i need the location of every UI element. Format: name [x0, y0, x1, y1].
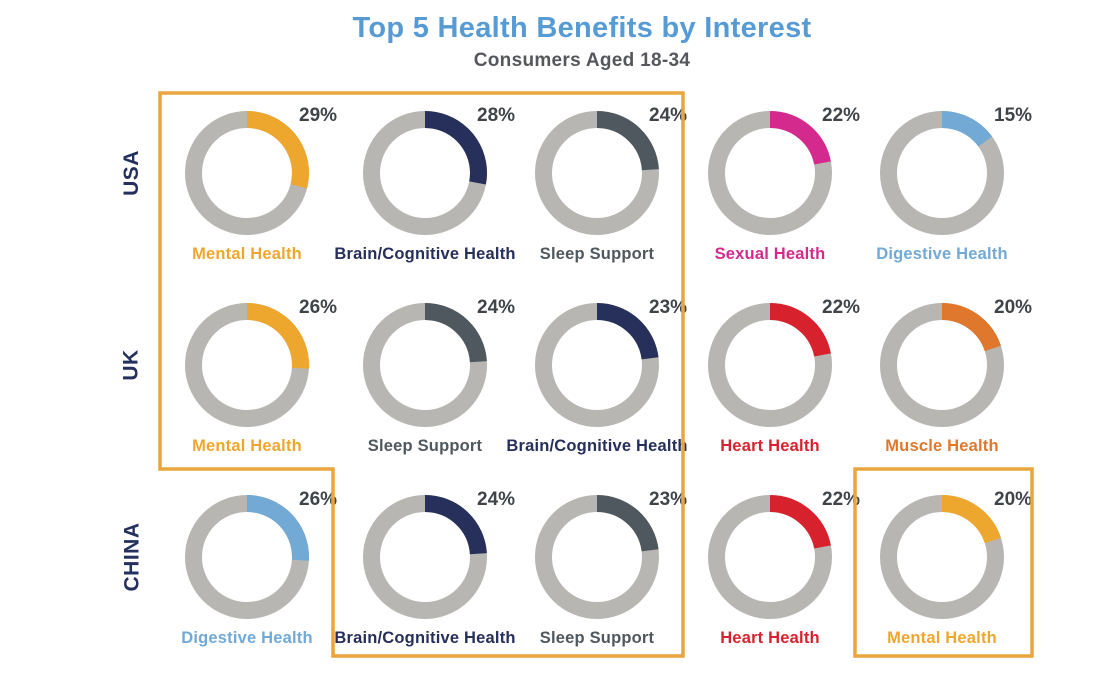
row-label-text: UK: [120, 349, 143, 381]
donut-chart: [708, 303, 832, 427]
title-block: Top 5 Health Benefits by Interest Consum…: [60, 12, 1104, 72]
donut-chart: [363, 303, 487, 427]
page-subtitle: Consumers Aged 18-34: [473, 50, 691, 71]
donut-category-label: Sleep Support: [367, 437, 483, 455]
donut-percent-label: 23%: [649, 489, 688, 510]
donut-chart: [363, 495, 487, 619]
row-label-text: USA: [120, 150, 143, 196]
donut-chart: [185, 495, 309, 619]
donut-category-label: Sexual Health: [714, 245, 826, 263]
donut-chart: [535, 111, 659, 235]
donut-usa-sexual-health: 22% Sexual Health: [708, 105, 860, 263]
donut-chart: [880, 495, 1004, 619]
donut-percent-label: 15%: [994, 105, 1033, 126]
donut-china-heart-health: 22% Heart Health: [708, 489, 860, 647]
donut-category-label: Mental Health: [192, 245, 302, 263]
donut-china-mental-health: 20% Mental Health: [880, 489, 1032, 647]
donut-china-digestive-health: 26% Digestive Health: [181, 489, 337, 647]
donut-percent-label: 24%: [477, 489, 516, 510]
donut-category-label: Digestive Health: [181, 629, 313, 647]
donut-ring-value-arc: [880, 303, 1004, 427]
donut-uk-muscle-health: 20% Muscle Health: [880, 297, 1032, 455]
donut-china-sleep-support: 23% Sleep Support: [535, 489, 687, 647]
donut-chart: [880, 111, 1004, 235]
donut-ring-value-arc: [708, 111, 832, 235]
donut-percent-label: 20%: [994, 489, 1033, 510]
donut-category-label: Brain/Cognitive Health: [334, 245, 516, 263]
donut-percent-label: 23%: [649, 297, 688, 318]
donut-category-label: Mental Health: [192, 437, 302, 455]
donut-chart: [535, 303, 659, 427]
donut-category-label: Heart Health: [720, 437, 820, 455]
donut-percent-label: 24%: [649, 105, 688, 126]
donut-percent-label: 22%: [822, 297, 861, 318]
donut-chart: [708, 111, 832, 235]
donut-ring-value-arc: [708, 303, 832, 427]
donut-usa-mental-health: 29% Mental Health: [185, 105, 337, 263]
row-label-uk: UK: [104, 290, 160, 440]
donut-chart: [880, 303, 1004, 427]
donut-category-label: Heart Health: [720, 629, 820, 647]
donut-chart: [708, 495, 832, 619]
donut-category-label: Sleep Support: [539, 629, 655, 647]
donut-chart: [535, 495, 659, 619]
donut-percent-label: 20%: [994, 297, 1033, 318]
donut-ring-value-arc: [880, 111, 1004, 235]
donut-percent-label: 22%: [822, 489, 861, 510]
donut-percent-label: 22%: [822, 105, 861, 126]
donut-percent-label: 26%: [299, 489, 338, 510]
donut-ring-value-arc: [708, 495, 832, 619]
donut-chart: [363, 111, 487, 235]
donut-uk-heart-health: 22% Heart Health: [708, 297, 860, 455]
donut-percent-label: 29%: [299, 105, 338, 126]
donut-usa-digestive-health: 15% Digestive Health: [876, 105, 1032, 263]
donut-percent-label: 28%: [477, 105, 516, 126]
page-title: Top 5 Health Benefits by Interest: [352, 12, 812, 44]
donut-category-label: Brain/Cognitive Health: [506, 437, 688, 455]
donut-category-label: Sleep Support: [539, 245, 655, 263]
row-label-usa: USA: [104, 98, 160, 248]
donut-uk-sleep-support: 24% Sleep Support: [363, 297, 515, 455]
donut-category-label: Muscle Health: [885, 437, 999, 455]
donut-usa-sleep-support: 24% Sleep Support: [535, 105, 687, 263]
row-label-china: CHINA: [104, 482, 160, 632]
donut-percent-label: 26%: [299, 297, 338, 318]
donut-percent-label: 24%: [477, 297, 516, 318]
donut-uk-mental-health: 26% Mental Health: [185, 297, 337, 455]
donut-category-label: Digestive Health: [876, 245, 1008, 263]
donut-category-label: Mental Health: [887, 629, 997, 647]
donut-category-label: Brain/Cognitive Health: [334, 629, 516, 647]
donut-chart: [185, 111, 309, 235]
row-label-text: CHINA: [120, 522, 143, 592]
donut-chart: [185, 303, 309, 427]
donut-usa-brain-cognitive-health: 28% Brain/Cognitive Health: [334, 105, 515, 263]
donut-china-brain-cognitive-health: 24% Brain/Cognitive Health: [334, 489, 515, 647]
donut-uk-brain-cognitive-health: 23% Brain/Cognitive Health: [506, 297, 687, 455]
